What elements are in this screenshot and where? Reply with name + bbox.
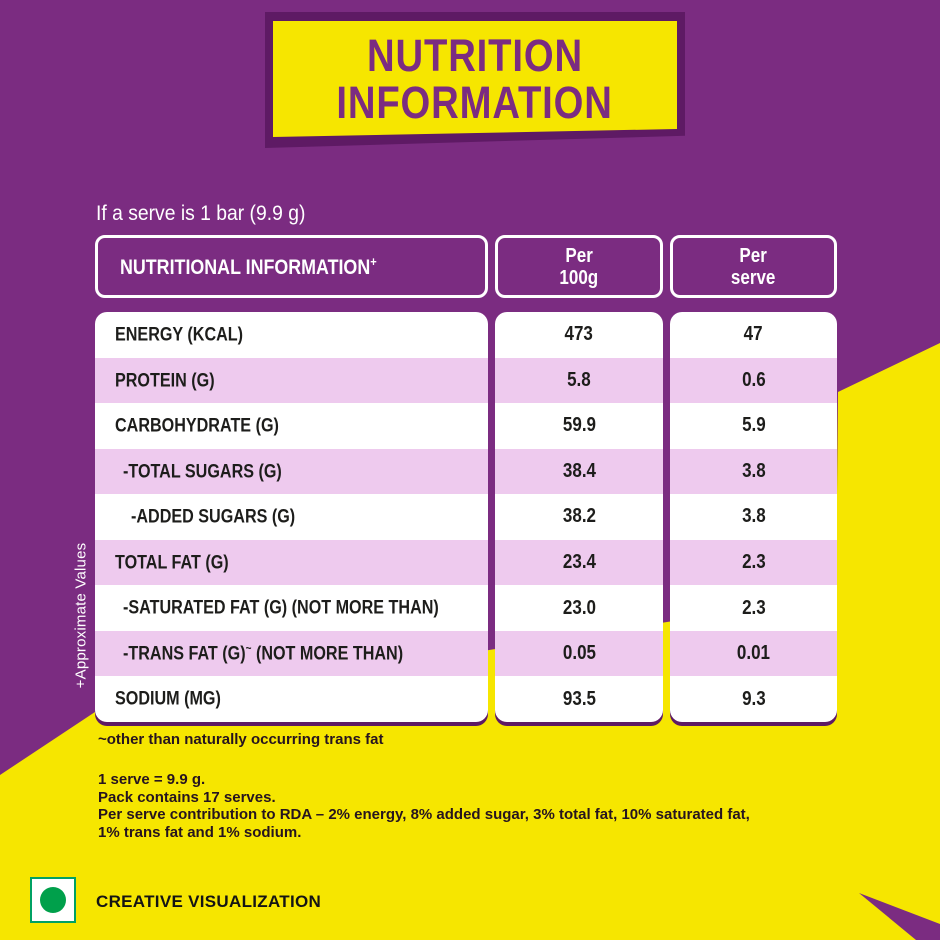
per-100g-line2: 100g	[559, 266, 599, 289]
serve-size-note: 1 serve = 9.9 g.	[98, 771, 206, 788]
creative-visualization-label: CREATIVE VISUALIZATION	[96, 892, 322, 911]
rda-note-line2: 1% trans fat and 1% sodium.	[98, 823, 302, 841]
veg-dot-icon	[40, 887, 66, 913]
table-row-label: -SATURATED FAT (G) (NOT MORE THAN)	[123, 597, 439, 619]
table-row-label: CARBOHYDRATE (G)	[115, 415, 279, 437]
per-100g-column: 473 5.8 59.9 38.4 38.2 23.4 23.0 0.05 93…	[495, 312, 663, 722]
pack-serves-note: Pack contains 17 serves.	[98, 788, 276, 806]
per-100g-value: 38.2	[562, 505, 596, 528]
serving-note: If a serve is 1 bar (9.9 g)	[96, 202, 306, 225]
table-row-label: -TRANS FAT (G)~ (NOT MORE THAN)	[95, 630, 488, 677]
header-title-sup: +	[370, 253, 377, 269]
per-100g-value: 473	[564, 323, 594, 346]
table-row-label: TOTAL FAT (G)	[95, 539, 488, 586]
per-100g-value: 0.05	[495, 630, 663, 677]
per-serve-value: 2.3	[741, 596, 766, 619]
table-header-row: NUTRITIONAL INFORMATION+ Per 100g Per se…	[95, 235, 837, 298]
banner-title-line2: INFORMATION	[336, 76, 614, 128]
trans-fat-footnote: ~other than naturally occurring trans fa…	[98, 731, 384, 748]
per-serve-value: 0.6	[670, 357, 837, 404]
per-serve-line2: serve	[731, 266, 776, 289]
per-serve-column: 47 0.6 5.9 3.8 3.8 2.3 2.3 0.01 9.3	[670, 312, 837, 722]
per-serve-value: 5.9	[741, 414, 766, 437]
header-title-text: NUTRITIONAL INFORMATION	[120, 255, 371, 279]
table-header-per-100g: Per 100g	[495, 235, 663, 298]
table-row-label: ENERGY (KCAL)	[115, 324, 244, 346]
per-serve-value: 47	[744, 323, 763, 346]
table-row-label: SODIUM (MG)	[115, 688, 221, 710]
table-row-label: -ADDED SUGARS (G)	[131, 506, 296, 528]
per-serve-value: 0.01	[670, 630, 837, 677]
per-100g-value: 5.8	[495, 357, 663, 404]
per-serve-value: 9.3	[741, 687, 766, 710]
per-serve-value: 2.3	[670, 539, 837, 586]
per-100g-value: 23.4	[495, 539, 663, 586]
per-serve-value: 3.8	[670, 448, 837, 495]
banner-title-line1: NUTRITION	[367, 30, 583, 81]
nutrition-table: NUTRITIONAL INFORMATION+ Per 100g Per se…	[95, 235, 837, 722]
table-header-title: NUTRITIONAL INFORMATION+	[95, 235, 488, 298]
per-100g-value: 23.0	[562, 596, 596, 619]
per-serve-value: 3.8	[741, 505, 766, 528]
per-100g-value: 93.5	[562, 687, 596, 710]
serving-details: 1 serve = 9.9 g. Pack contains 17 serves…	[98, 771, 750, 841]
labels-column: ENERGY (KCAL) PROTEIN (G) CARBOHYDRATE (…	[95, 312, 488, 722]
per-100g-value: 59.9	[562, 414, 596, 437]
banner-plate: NUTRITION INFORMATION	[273, 21, 677, 137]
table-body: ENERGY (KCAL) PROTEIN (G) CARBOHYDRATE (…	[95, 312, 837, 722]
per-100g-line1: Per	[565, 244, 593, 267]
per-100g-value: 38.4	[495, 448, 663, 495]
nutrition-banner: NUTRITION INFORMATION	[265, 12, 685, 148]
approximate-values-note: +Approximate Values	[72, 542, 90, 689]
veg-symbol-icon	[30, 877, 76, 923]
table-header-per-serve: Per serve	[670, 235, 837, 298]
table-row-label: -TOTAL SUGARS (G)	[95, 448, 488, 495]
rda-note-line1: Per serve contribution to RDA – 2% energ…	[98, 806, 750, 823]
per-serve-line1: Per	[739, 244, 768, 267]
table-row-label: PROTEIN (G)	[95, 357, 488, 404]
